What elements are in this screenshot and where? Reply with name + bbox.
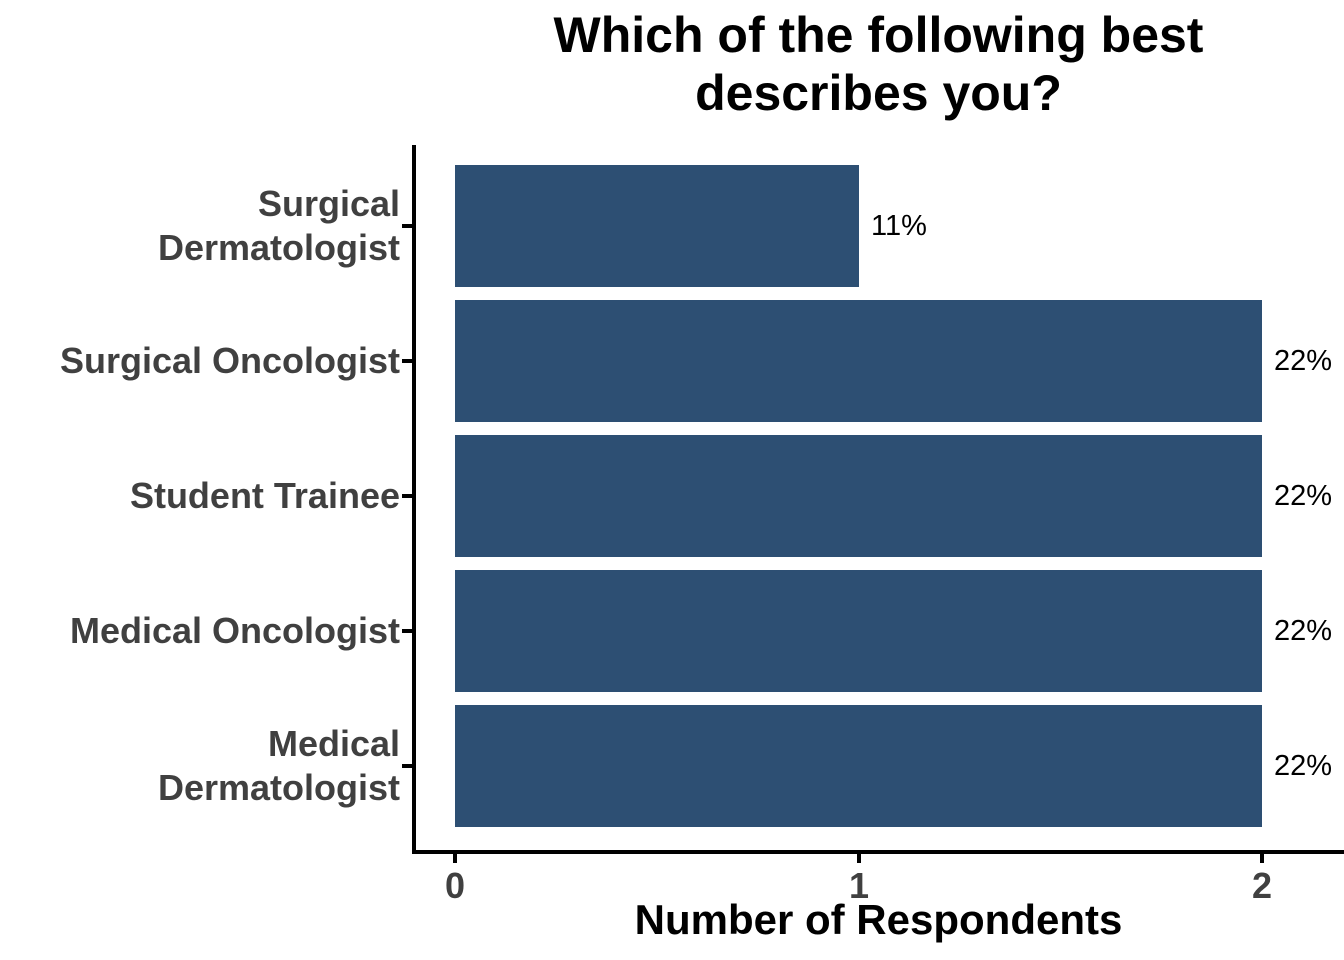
bar [455,165,859,287]
bar [455,435,1262,557]
value-label: 22% [1274,614,1333,647]
x-tick [857,854,861,863]
y-axis-label: Student Trainee [129,475,400,516]
y-axis-label: Medical Oncologist [69,610,400,651]
y-tick [402,359,412,363]
y-axis-label: Surgical Dermatologist [157,183,400,268]
x-tick [453,854,457,863]
x-tick-label: 1 [848,865,870,906]
chart-title-line-2: describes you? [695,65,1062,121]
bar [455,570,1262,692]
value-label: 22% [1274,479,1333,512]
bar [455,300,1262,422]
x-tick [1260,854,1264,863]
y-axis-line [412,145,416,854]
x-axis-title: Number of Respondents [634,896,1123,943]
bar [455,705,1262,827]
value-label: 11% [871,209,927,242]
y-tick [402,629,412,633]
chart-title: Which of the following best describes yo… [413,6,1344,122]
y-tick [402,224,412,228]
value-label: 22% [1274,344,1333,377]
y-axis-label: Surgical Oncologist [59,340,400,381]
y-tick [402,494,412,498]
x-axis-line [412,850,1344,854]
y-tick [402,764,412,768]
x-tick-label: 2 [1251,865,1273,906]
x-tick-label: 0 [444,865,466,906]
value-label: 22% [1274,749,1333,782]
y-axis-label: Medical Dermatologist [157,723,400,808]
chart-title-line-1: Which of the following best [553,7,1204,63]
